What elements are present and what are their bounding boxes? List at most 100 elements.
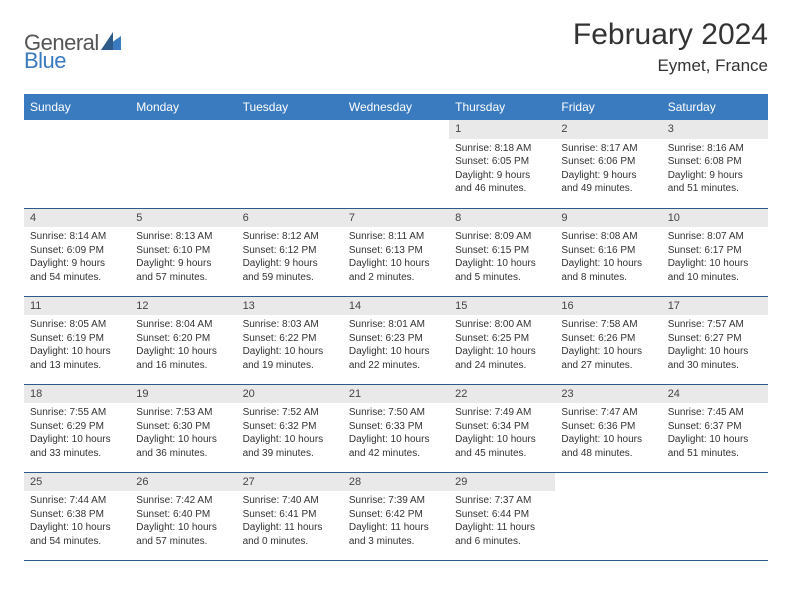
sunrise-text: Sunrise: 8:17 AM [561,142,655,156]
day-number: 11 [24,297,130,316]
day2-text: and 51 minutes. [668,182,762,196]
day1-text: Daylight: 10 hours [561,345,655,359]
sunrise-text: Sunrise: 7:45 AM [668,406,762,420]
sunset-text: Sunset: 6:08 PM [668,155,762,169]
day1-text: Daylight: 10 hours [455,433,549,447]
day-cell: 24Sunrise: 7:45 AMSunset: 6:37 PMDayligh… [662,384,768,472]
day2-text: and 59 minutes. [243,271,337,285]
day-cell: 15Sunrise: 8:00 AMSunset: 6:25 PMDayligh… [449,296,555,384]
sunset-text: Sunset: 6:40 PM [136,508,230,522]
day2-text: and 6 minutes. [455,535,549,549]
day2-text: and 8 minutes. [561,271,655,285]
day2-text: and 42 minutes. [349,447,443,461]
day1-text: Daylight: 9 hours [561,169,655,183]
sunrise-text: Sunrise: 7:53 AM [136,406,230,420]
sunrise-text: Sunrise: 8:08 AM [561,230,655,244]
sunset-text: Sunset: 6:41 PM [243,508,337,522]
col-friday: Friday [555,94,661,120]
day-cell: 20Sunrise: 7:52 AMSunset: 6:32 PMDayligh… [237,384,343,472]
sunrise-text: Sunrise: 8:16 AM [668,142,762,156]
day-number: 9 [555,209,661,228]
sunrise-text: Sunrise: 7:42 AM [136,494,230,508]
location: Eymet, France [573,56,768,76]
sunrise-text: Sunrise: 7:37 AM [455,494,549,508]
day-cell [343,120,449,208]
day2-text: and 33 minutes. [30,447,124,461]
day-number: 29 [449,473,555,492]
sunrise-text: Sunrise: 7:47 AM [561,406,655,420]
day2-text: and 2 minutes. [349,271,443,285]
day-number: 19 [130,385,236,404]
sunset-text: Sunset: 6:05 PM [455,155,549,169]
sunrise-text: Sunrise: 7:39 AM [349,494,443,508]
day1-text: Daylight: 9 hours [136,257,230,271]
day2-text: and 48 minutes. [561,447,655,461]
col-saturday: Saturday [662,94,768,120]
sunrise-text: Sunrise: 8:12 AM [243,230,337,244]
sunset-text: Sunset: 6:37 PM [668,420,762,434]
day-cell [662,472,768,560]
day-number: 27 [237,473,343,492]
day-number: 12 [130,297,236,316]
day-number: 4 [24,209,130,228]
brand-mark-icon [101,32,121,55]
day-cell: 4Sunrise: 8:14 AMSunset: 6:09 PMDaylight… [24,208,130,296]
sunset-text: Sunset: 6:44 PM [455,508,549,522]
week-row: 11Sunrise: 8:05 AMSunset: 6:19 PMDayligh… [24,296,768,384]
day2-text: and 36 minutes. [136,447,230,461]
day2-text: and 51 minutes. [668,447,762,461]
sunrise-text: Sunrise: 8:03 AM [243,318,337,332]
day2-text: and 5 minutes. [455,271,549,285]
day1-text: Daylight: 10 hours [561,257,655,271]
sunrise-text: Sunrise: 8:11 AM [349,230,443,244]
sunrise-text: Sunrise: 7:52 AM [243,406,337,420]
day-cell: 26Sunrise: 7:42 AMSunset: 6:40 PMDayligh… [130,472,236,560]
day1-text: Daylight: 10 hours [668,257,762,271]
day1-text: Daylight: 10 hours [455,257,549,271]
day2-text: and 46 minutes. [455,182,549,196]
col-thursday: Thursday [449,94,555,120]
day-cell: 22Sunrise: 7:49 AMSunset: 6:34 PMDayligh… [449,384,555,472]
day-cell: 27Sunrise: 7:40 AMSunset: 6:41 PMDayligh… [237,472,343,560]
day1-text: Daylight: 10 hours [243,433,337,447]
sunset-text: Sunset: 6:42 PM [349,508,443,522]
day2-text: and 57 minutes. [136,271,230,285]
day1-text: Daylight: 10 hours [561,433,655,447]
day1-text: Daylight: 9 hours [668,169,762,183]
day2-text: and 13 minutes. [30,359,124,373]
header: General February 2024 Eymet, France [24,18,768,76]
sunset-text: Sunset: 6:27 PM [668,332,762,346]
day1-text: Daylight: 10 hours [136,433,230,447]
day-cell: 2Sunrise: 8:17 AMSunset: 6:06 PMDaylight… [555,120,661,208]
day1-text: Daylight: 10 hours [349,257,443,271]
day2-text: and 16 minutes. [136,359,230,373]
day-number: 15 [449,297,555,316]
day1-text: Daylight: 10 hours [136,521,230,535]
sunset-text: Sunset: 6:20 PM [136,332,230,346]
brand-text-part2: Blue [24,48,66,73]
day-cell: 25Sunrise: 7:44 AMSunset: 6:38 PMDayligh… [24,472,130,560]
day1-text: Daylight: 9 hours [243,257,337,271]
month-title: February 2024 [573,18,768,52]
sunset-text: Sunset: 6:09 PM [30,244,124,258]
day-number: 18 [24,385,130,404]
sunset-text: Sunset: 6:26 PM [561,332,655,346]
day2-text: and 54 minutes. [30,535,124,549]
day2-text: and 57 minutes. [136,535,230,549]
day-cell: 19 Sunrise: 7:53 AMSunset: 6:30 PMDayligh… [130,384,236,472]
brand-text-part2-wrap: Blue [24,48,66,74]
day1-text: Daylight: 10 hours [30,433,124,447]
day-cell: 18Sunrise: 7:55 AMSunset: 6:29 PMDayligh… [24,384,130,472]
sunset-text: Sunset: 6:30 PM [136,420,230,434]
day-number: 5 [130,209,236,228]
day1-text: Daylight: 10 hours [136,345,230,359]
sunset-text: Sunset: 6:32 PM [243,420,337,434]
day-number: 14 [343,297,449,316]
sunrise-text: Sunrise: 7:57 AM [668,318,762,332]
day2-text: and 10 minutes. [668,271,762,285]
day1-text: Daylight: 10 hours [243,345,337,359]
sunset-text: Sunset: 6:38 PM [30,508,124,522]
sunrise-text: Sunrise: 7:44 AM [30,494,124,508]
day1-text: Daylight: 10 hours [30,521,124,535]
sunrise-text: Sunrise: 7:49 AM [455,406,549,420]
